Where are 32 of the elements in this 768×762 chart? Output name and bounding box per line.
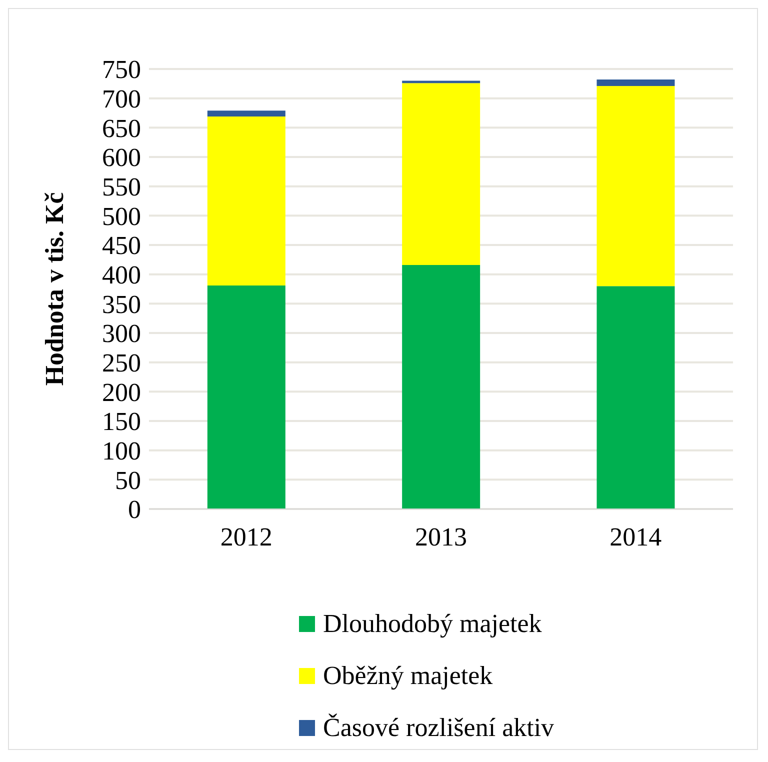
y-tick-label: 450 xyxy=(102,231,141,260)
y-tick-label: 100 xyxy=(102,436,141,466)
y-tick-label: 200 xyxy=(102,378,141,407)
legend-label: Dlouhodobý majetek xyxy=(323,609,542,639)
y-tick-label: 650 xyxy=(102,114,141,143)
bar xyxy=(596,286,675,509)
bar xyxy=(402,80,480,84)
y-tick-label: 500 xyxy=(102,202,141,231)
x-tick-label: 2014 xyxy=(610,522,662,552)
y-tick-label: 400 xyxy=(102,260,141,290)
x-tick-label: 2012 xyxy=(220,522,272,552)
y-tick-label: 150 xyxy=(102,407,141,436)
x-tick-label: 2013 xyxy=(415,522,467,552)
bar xyxy=(207,116,286,286)
y-tick-label: 550 xyxy=(102,172,141,202)
y-tick-label: 250 xyxy=(102,348,141,378)
legend-label: Oběžný majetek xyxy=(323,661,493,691)
y-tick-label: 0 xyxy=(128,495,141,524)
bar xyxy=(596,80,675,86)
bar xyxy=(402,264,480,509)
y-tick-label: 350 xyxy=(102,290,141,319)
y-tick-label: 50 xyxy=(115,466,141,495)
bar xyxy=(207,110,286,117)
y-axis-title: Hodnota v tis. Kč xyxy=(40,192,70,386)
bar xyxy=(207,285,286,509)
y-tick-label: 750 xyxy=(102,55,141,84)
bar xyxy=(596,86,675,286)
bar xyxy=(402,83,480,265)
y-tick-label: 300 xyxy=(102,319,141,348)
y-tick-label: 600 xyxy=(102,143,141,172)
y-tick-label: 700 xyxy=(102,84,141,114)
legend-label: Časové rozlišení aktiv xyxy=(323,713,554,743)
